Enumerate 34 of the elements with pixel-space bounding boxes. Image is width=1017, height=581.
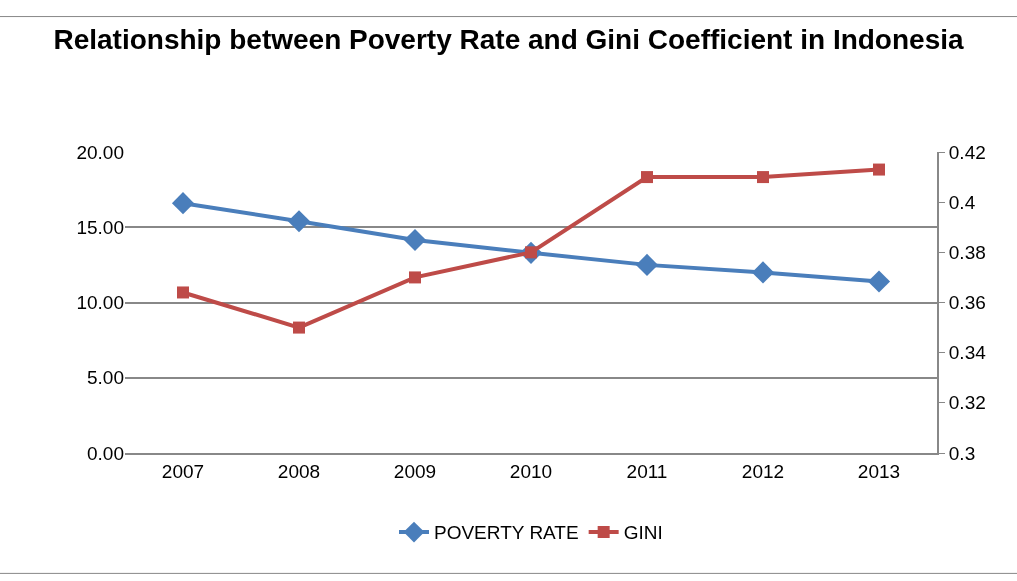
point [873, 163, 885, 176]
y-tick-label: 0.00 [87, 442, 124, 464]
legend-label: GINI [623, 522, 663, 544]
y2-tick-label: 0.3 [948, 442, 976, 464]
y-tick-label: 10.00 [76, 292, 124, 314]
x-tick-label: 2012 [741, 460, 785, 482]
y-tick-label: 5.00 [87, 367, 124, 389]
point [287, 210, 311, 233]
y-tick-label: 20.00 [76, 141, 124, 163]
y2-tick-label: 0.38 [948, 241, 986, 263]
point [171, 192, 195, 215]
point [403, 228, 427, 252]
x-tick-label: 2009 [393, 460, 437, 482]
point [867, 270, 891, 293]
point [635, 253, 659, 276]
x-tick-label: 2008 [277, 460, 321, 482]
y2-tick-label: 0.42 [948, 141, 986, 163]
y2-tick-label: 0.32 [948, 392, 986, 414]
x-tick-label: 2011 [626, 460, 668, 482]
point [409, 271, 421, 284]
point [641, 171, 653, 184]
y2-tick-label: 0.4 [948, 191, 976, 213]
x-tick-label: 2007 [161, 460, 205, 482]
y-tick-label: 15.00 [76, 216, 124, 238]
y2-tick-label: 0.34 [948, 342, 987, 364]
point [293, 321, 305, 334]
chart-title: Relationship between Poverty Rate and Gini Coefficient in Indonesia [53, 23, 964, 55]
x-tick-label: 2013 [857, 460, 901, 482]
point [177, 286, 189, 299]
point [751, 261, 775, 284]
y2-tick-label: 0.36 [948, 292, 986, 314]
legend-label: POVERTY RATE [434, 522, 579, 544]
point [757, 171, 769, 184]
x-tick-label: 2010 [509, 460, 553, 482]
